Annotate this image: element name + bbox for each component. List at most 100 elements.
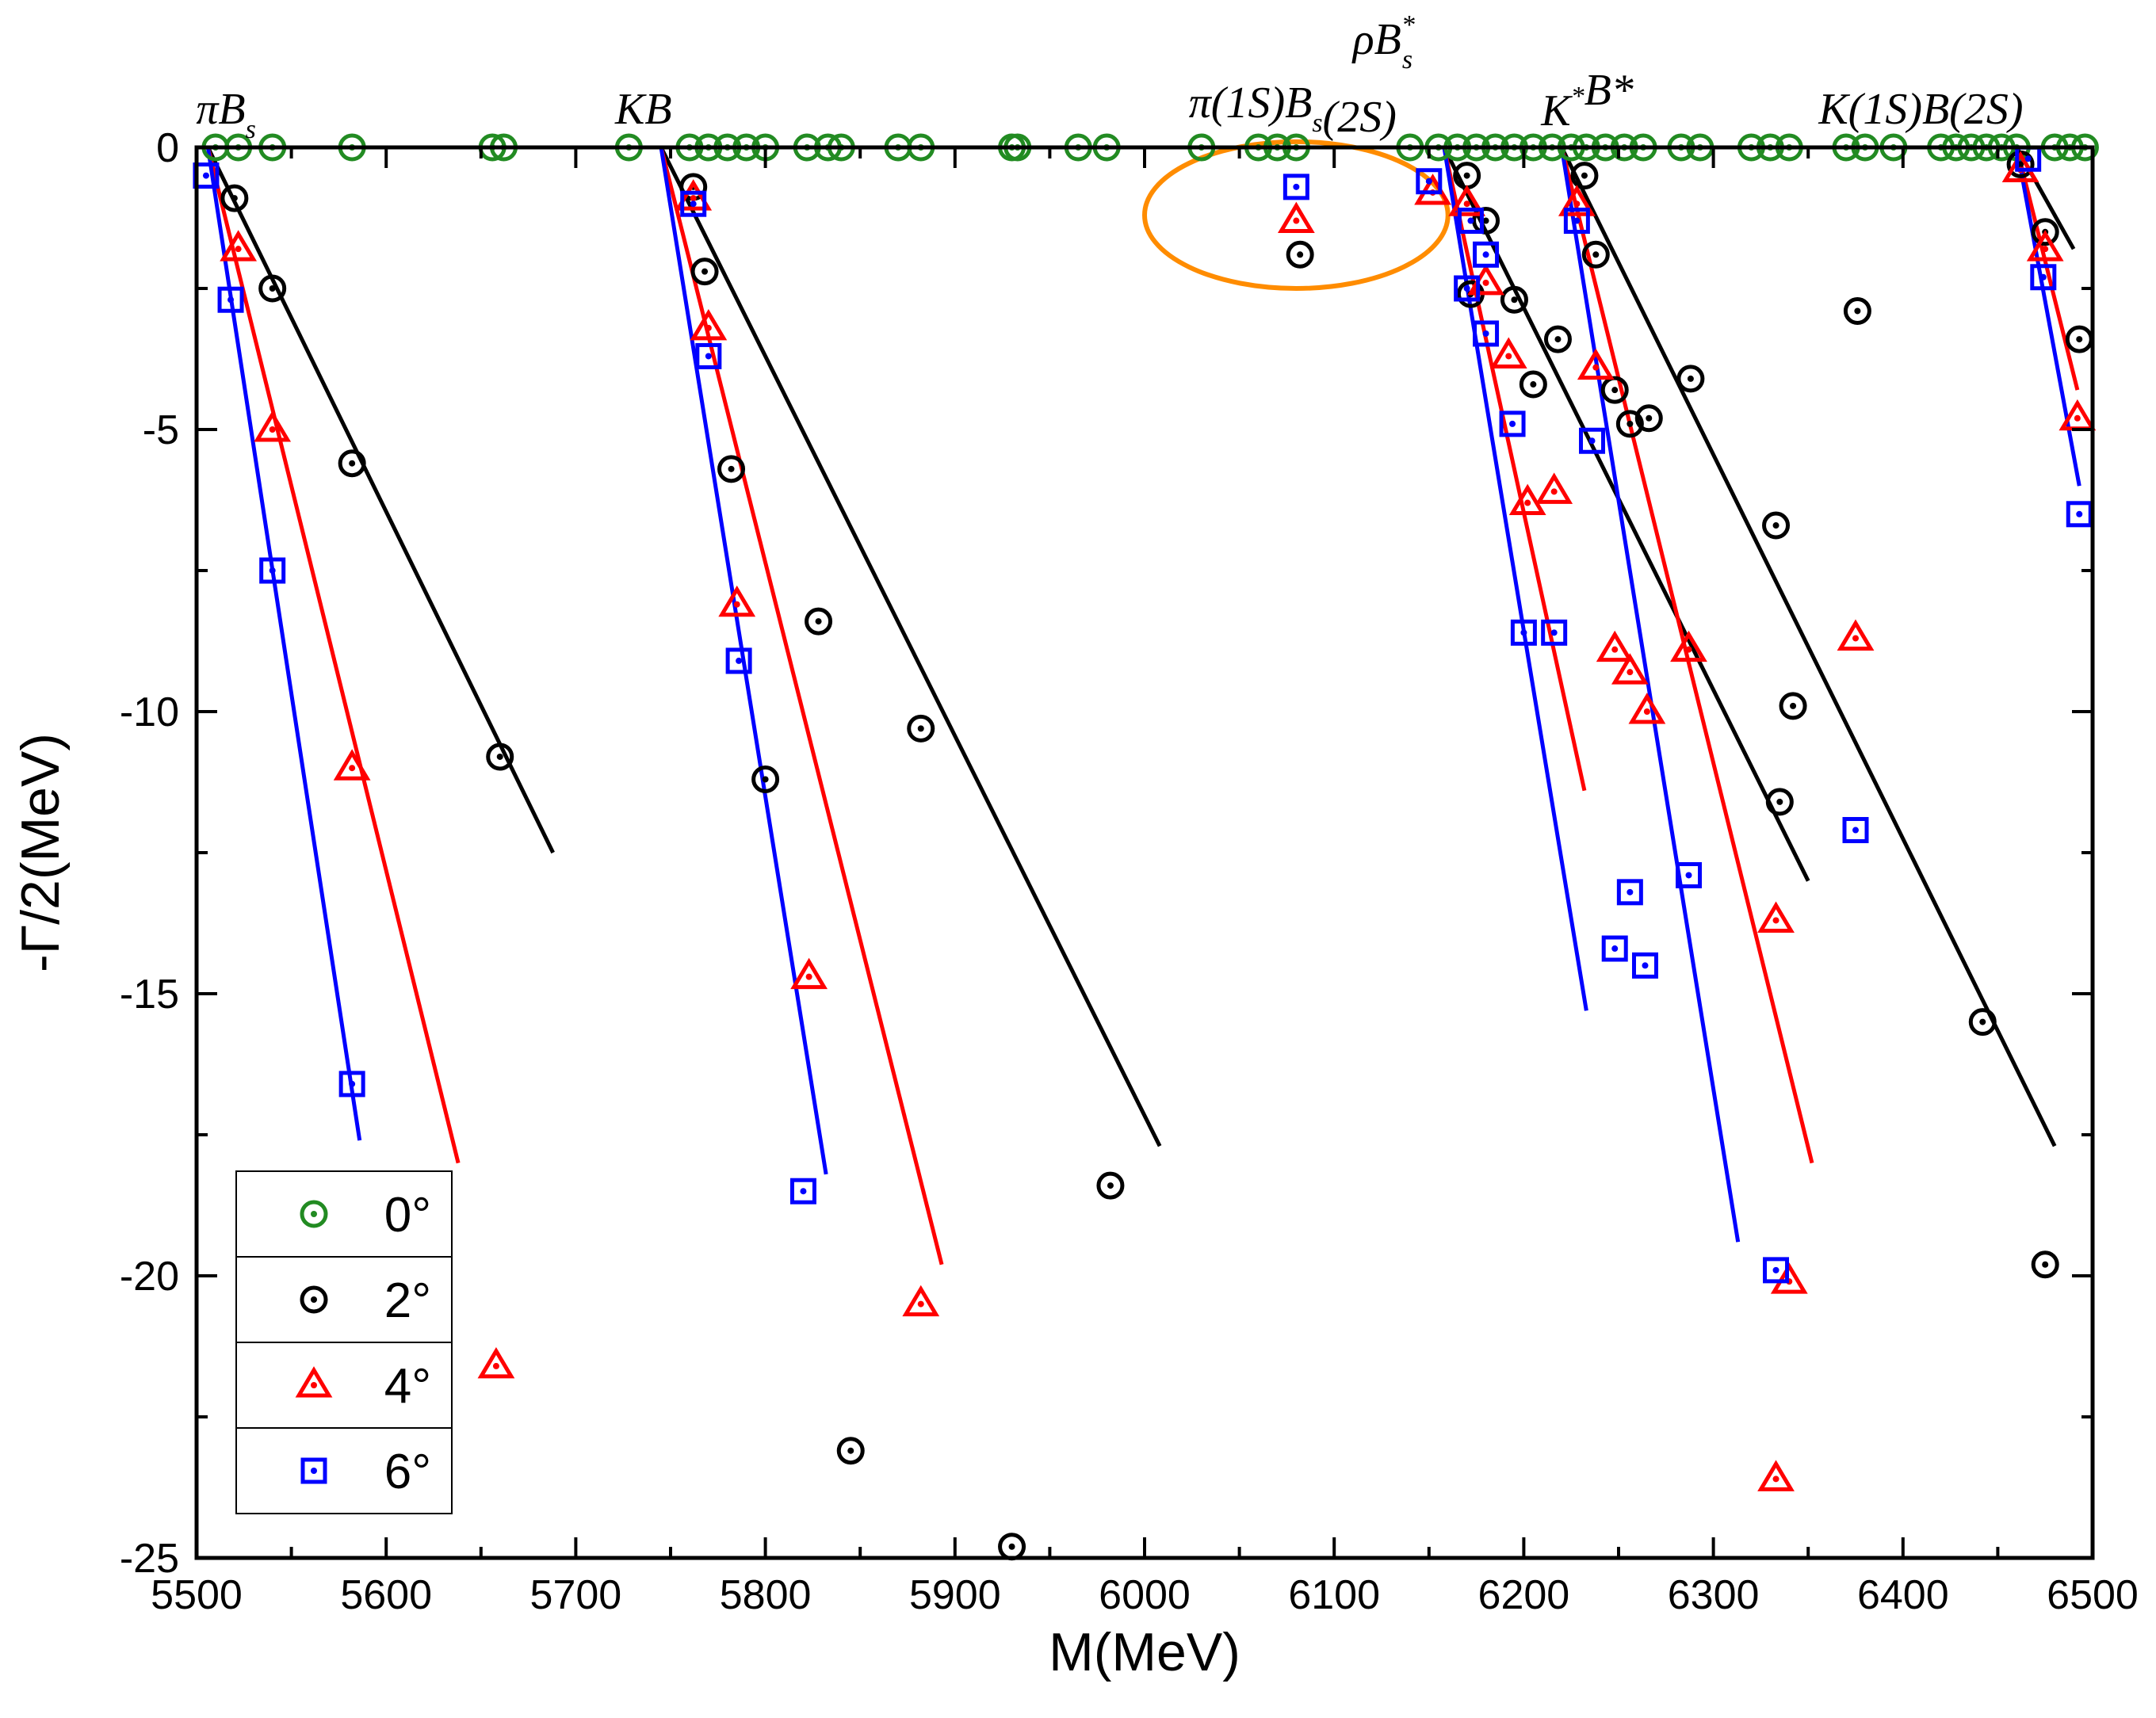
legend-marker-0 [300,1200,328,1228]
series-1-fit-line-2 [1442,146,1810,882]
series-2-point-13 [1489,337,1527,368]
highlight-ellipse [1142,139,1451,291]
series-2-point-25 [1837,619,1875,651]
series-1-point-27 [1765,788,1794,816]
series-2-point-12 [1467,263,1504,296]
legend-marker-2 [295,1366,333,1398]
data-points [193,133,2099,1561]
y-tick-label-4: -20 [120,1254,179,1300]
series-1-point-22 [1600,376,1629,404]
threshold-label-3: π(1S)Bs(2S) [1189,78,1397,142]
series-1-point-33 [2031,1250,2059,1279]
threshold-label-5: K(1S)B(2S) [1818,85,2023,134]
threshold-label-1: KB [614,85,672,134]
series-2-point-5 [690,308,728,341]
series-3-point-27 [2066,501,2093,528]
series-3-point-13 [1473,320,1500,347]
series-1-point-3 [486,743,514,771]
series-3-point-9 [1416,168,1443,195]
series-2-point-19 [1611,653,1649,685]
series-3-point-21 [1631,952,1658,979]
series-3-fit-line-4 [2014,147,2081,487]
series-1-point-5 [690,258,719,286]
series-3-point-17 [1563,208,1590,235]
series-2-point-4 [675,179,713,211]
series-2-point-9 [1277,201,1315,234]
series-1-point-0 [220,184,249,212]
x-tick-label-9: 6400 [1857,1572,1949,1618]
series-3-point-12 [1473,241,1500,268]
legend-marker-1 [300,1285,328,1314]
legend-label-3: 6° [384,1445,431,1499]
threshold-label-0: πBs [196,85,255,144]
series-3-point-26 [2030,264,2057,291]
series-3-point-3 [338,1071,365,1098]
series-2-point-2 [333,749,371,781]
series-1-point-12 [1096,1171,1125,1200]
series-1-point-18 [1519,370,1547,399]
series-2-fit-line-3 [1559,147,1814,1164]
threshold-labels: πBs KB ρB* sπ(1S)Bs(2S) K*B* K(1S)B(2S) [196,10,2023,144]
series-1-fit-line-1 [659,146,1162,1147]
legend-label-1: 2° [384,1273,431,1328]
x-tick-label-4: 5900 [909,1572,1001,1618]
series-3-point-2 [259,557,286,584]
series-2-point-16 [1558,185,1596,216]
series-1-point-34 [2065,325,2093,353]
series-1-point-11 [998,1533,1026,1561]
series-3-point-16 [1541,619,1568,646]
series-3-fit-line-0 [205,147,362,1141]
series-2-point-7 [790,957,828,990]
series-3-point-1 [217,286,244,313]
series-1-point-26 [1762,511,1791,540]
highlight-annotation [1142,139,1451,291]
series-1-point-8 [805,607,833,636]
x-tick-label-2: 5700 [530,1572,622,1618]
series-3-fit-line-3 [1559,147,1741,1243]
x-tick-label-7: 6200 [1478,1572,1570,1618]
plot-area-border [194,145,2095,1560]
series-2-point-15 [1535,472,1573,504]
y-tick-label-0: 0 [156,125,179,171]
series-2-fit-line-4 [2014,147,2080,391]
series-1-point-7 [751,765,780,793]
series-2-point-21 [1670,630,1707,662]
series-2-point-10 [1414,174,1451,205]
series-1-point-1 [258,274,287,303]
series-3-point-20 [1616,879,1643,906]
series-3-point-8 [1283,174,1309,200]
series-1-point-13 [1286,240,1314,269]
x-tick-label-8: 6300 [1668,1572,1760,1618]
series-3-point-23 [1763,1257,1790,1284]
series-2-point-6 [718,585,756,617]
threshold-label-4: K*B* [1540,66,1634,136]
y-tick-label-5: -25 [120,1536,179,1582]
series-2-point-8 [902,1285,940,1317]
x-tick-label-3: 5800 [720,1572,812,1618]
legend-box-2 [235,1342,453,1429]
x-tick-label-0: 5500 [151,1572,243,1618]
series-1-point-9 [836,1437,865,1465]
series-1-fit-line-3 [1559,146,2057,1147]
series-1-point-10 [907,714,935,743]
series-1-point-21 [1581,240,1610,269]
series-3-point-5 [695,342,722,369]
series-1-point-6 [717,455,746,483]
series-2-point-14 [1508,483,1546,516]
series-3-fit-line-1 [659,147,828,1175]
series-1-point-28 [1779,692,1807,720]
series-1-point-30 [1968,1008,1997,1037]
series-3-point-24 [1842,817,1869,844]
series-3-point-14 [1499,410,1526,437]
axis-ticks: 5500 5600 5700 5800 5900 6000 6100 6200 6300 6400… [120,125,2139,1618]
legend: 0° 2° 4° 6° [235,1170,453,1514]
series-1-point-24 [1634,404,1663,433]
legend-label-0: 0° [384,1188,431,1243]
legend-label-2: 4° [384,1359,431,1414]
x-axis-title: M(MeV) [1049,1622,1240,1682]
x-tick-label-1: 5600 [340,1572,432,1618]
series-3-point-6 [725,647,752,674]
series-2-point-18 [1596,630,1634,662]
y-axis-title: -Γ/2(MeV) [10,733,71,972]
